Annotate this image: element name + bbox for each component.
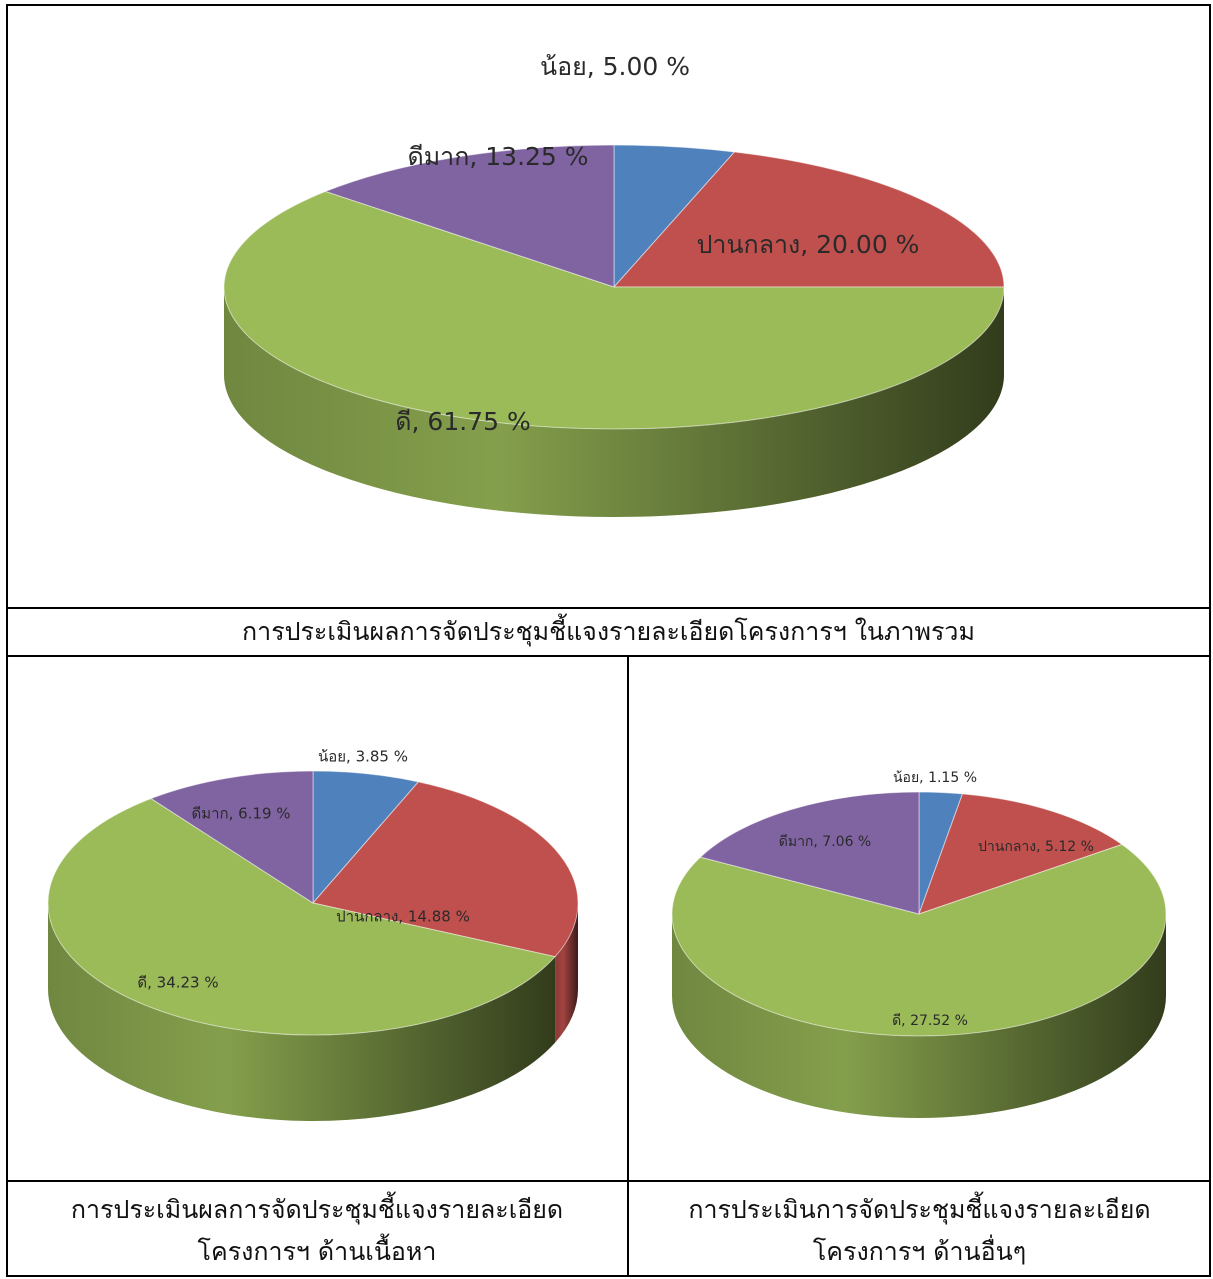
pie-slice-ปานกลาง	[312, 781, 579, 958]
table-border	[6, 4, 1211, 1277]
data-label-ปานกลาง: ปานกลาง, 14.88 %	[336, 908, 470, 926]
pie-side-ดี	[672, 914, 1166, 1118]
data-label-ดีมาก: ดีมาก, 13.25 %	[407, 142, 588, 171]
content-pie-chart: น้อย, 3.85 % ปานกลาง, 14.88 % ดี, 34.23 % ด…	[47, 748, 579, 1121]
pie-slice-ดี	[671, 843, 1167, 1037]
other-pie-chart: น้อย, 1.15 % ปานกลาง, 5.12 % ดี, 27.52 % ดี…	[671, 770, 1167, 1118]
data-label-ดีมาก: ดีมาก, 6.19 %	[191, 805, 290, 823]
caption-content-line1: การประเมินผลการจัดประชุมชี้แจงรายละเอียด	[70, 1195, 564, 1224]
column-divider	[627, 655, 629, 1277]
pie-slice-ดี	[223, 190, 1005, 430]
pie-slice-ดี	[47, 797, 557, 1036]
overall-pie-chart: น้อย, 5.00 % ปานกลาง, 20.00 % ดี, 61.75 % ด…	[223, 52, 1005, 517]
row-divider-middle	[6, 655, 1211, 657]
caption-content-line2: โครงการฯ ด้านเนื้อหา	[197, 1237, 437, 1266]
data-label-ปานกลาง: ปานกลาง, 20.00 %	[697, 230, 920, 259]
pie-slice-ดีมาก	[149, 770, 314, 904]
data-label-ปานกลาง: ปานกลาง, 5.12 %	[978, 839, 1094, 855]
pie-side-ปานกลาง	[555, 903, 578, 1043]
data-label-น้อย: น้อย, 1.15 %	[893, 770, 977, 786]
pie-slice-ดีมาก	[324, 144, 615, 288]
caption-overall: การประเมินผลการจัดประชุมชี้แจงรายละเอียด…	[242, 617, 975, 646]
data-label-น้อย: น้อย, 5.00 %	[540, 52, 690, 81]
caption-other-line2: โครงการฯ ด้านอื่นๆ	[812, 1237, 1027, 1266]
data-label-ดี: ดี, 61.75 %	[395, 407, 530, 436]
pie-slice-ปานกลาง	[612, 151, 1005, 288]
caption-other-line1: การประเมินการจัดประชุมชี้แจงรายละเอียด	[688, 1195, 1151, 1224]
pie-side-ดี	[48, 903, 556, 1121]
data-label-ดี: ดี, 27.52 %	[892, 1013, 968, 1029]
data-label-ดีมาก: ดีมาก, 7.06 %	[779, 834, 871, 850]
data-label-น้อย: น้อย, 3.85 %	[318, 748, 408, 766]
pie-slice-ดีมาก	[699, 791, 920, 915]
row-divider-top	[6, 607, 1211, 609]
data-label-ดี: ดี, 34.23 %	[137, 974, 218, 992]
pie-side-ดี	[224, 287, 1004, 517]
row-divider-bottom	[6, 1180, 1211, 1182]
pie-slice-ปานกลาง	[918, 793, 1124, 915]
